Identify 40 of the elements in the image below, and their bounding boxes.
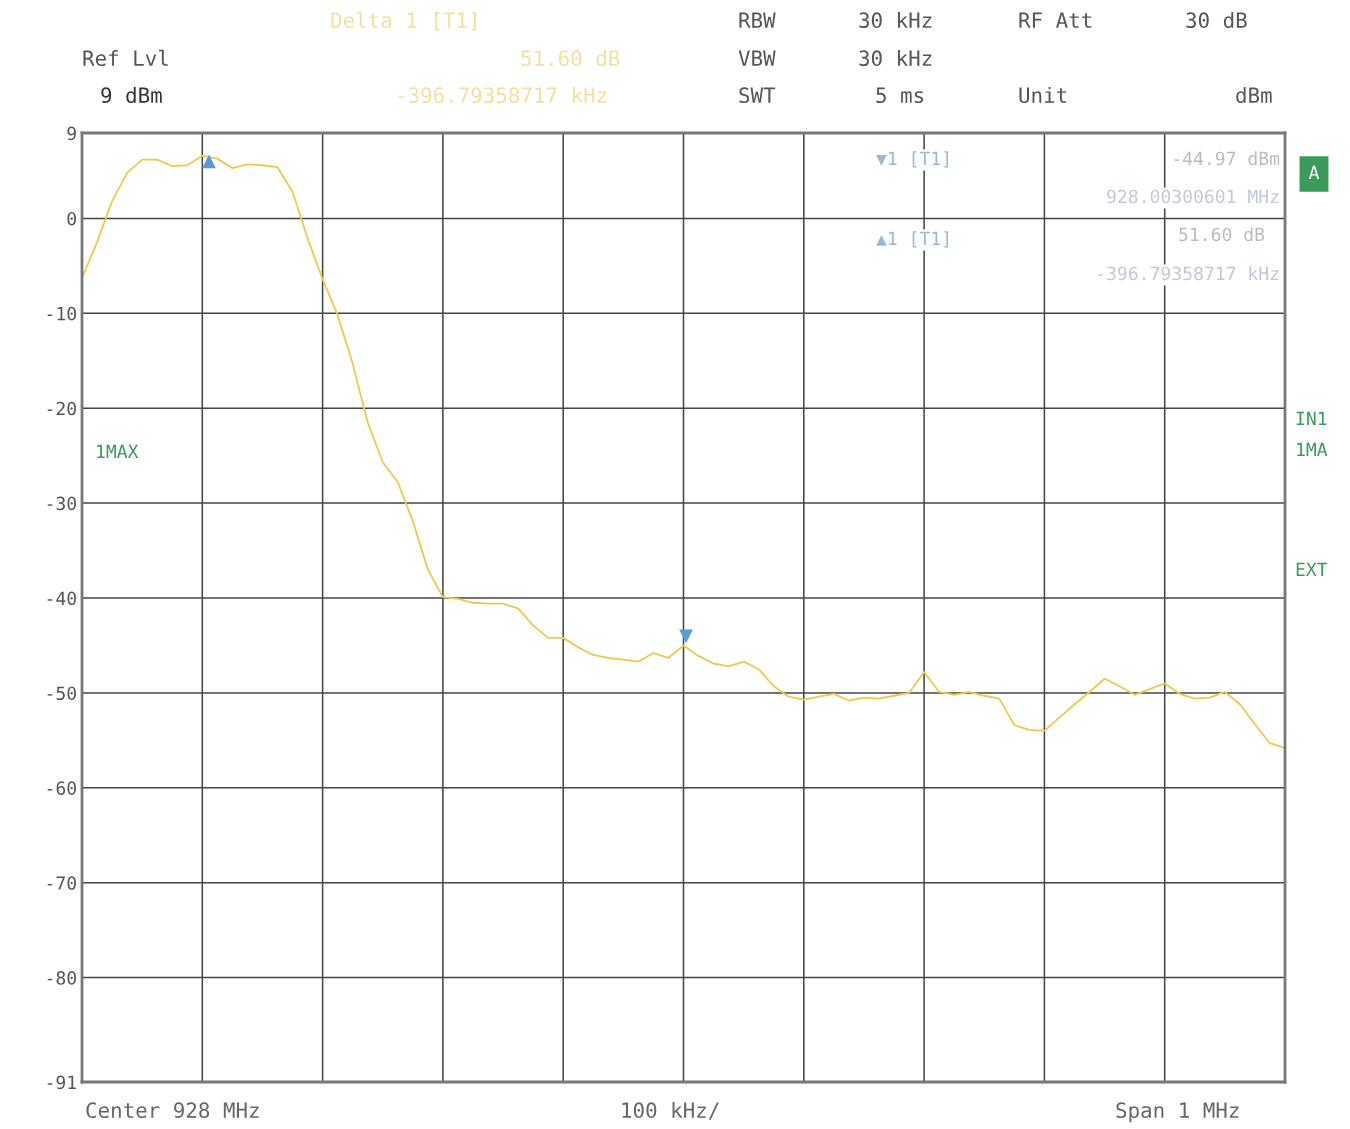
text: IN1 [1296, 411, 1327, 426]
text: Delta 1 [T1] [331, 11, 476, 31]
annotation: 1MAX [97, 444, 139, 459]
text: -396.79358717 kHz [398, 86, 607, 104]
y-tick-label: -50 [47, 686, 76, 701]
y-tick-label: -40 [47, 591, 76, 606]
y-tick-label: -30 [47, 496, 76, 511]
text: dBm [1236, 86, 1272, 104]
annotation: -44.97 dBm [1174, 151, 1280, 166]
text: 1MA [1297, 442, 1328, 457]
y-tick-label: -60 [47, 781, 76, 795]
annotation: 928.00300601 MHz [1107, 189, 1279, 204]
text: Ref Lvl [83, 49, 168, 67]
y-tick-label: -20 [47, 401, 76, 416]
y-tick-label: -10 [47, 306, 76, 321]
text: 100 kHz/ [622, 1101, 719, 1120]
text: Unit [1019, 86, 1067, 104]
annotation: ▼1 [T1] [876, 151, 949, 168]
y-tick-label: 0 [67, 211, 76, 226]
text: SWT [739, 87, 776, 104]
text: 9 dBm [101, 86, 162, 104]
text: A [1308, 165, 1320, 180]
text: Span 1 MHz [1116, 1102, 1239, 1123]
text: RBW [739, 12, 776, 28]
y-tick-label: -80 [47, 971, 76, 985]
text: 5 ms [876, 87, 924, 104]
text: EXT [1296, 562, 1328, 577]
text: 30 dB [1186, 11, 1247, 29]
text: VBW [738, 50, 776, 66]
y-tick-label: 9 [67, 126, 76, 141]
text: 30 kHz [859, 49, 932, 67]
text: RF Att [1019, 12, 1092, 28]
annotation: ▲1 [T1] [876, 231, 949, 248]
y-tick-label: -70 [47, 876, 76, 890]
text: 51.60 dB [521, 49, 620, 67]
text: 30 kHz [859, 11, 932, 29]
text: Center 928 MHz [86, 1102, 259, 1119]
y-tick-label: -91 [47, 1075, 76, 1090]
annotation: -396.79358717 kHz [1098, 266, 1279, 281]
annotation: 51.60 dB [1179, 227, 1265, 242]
